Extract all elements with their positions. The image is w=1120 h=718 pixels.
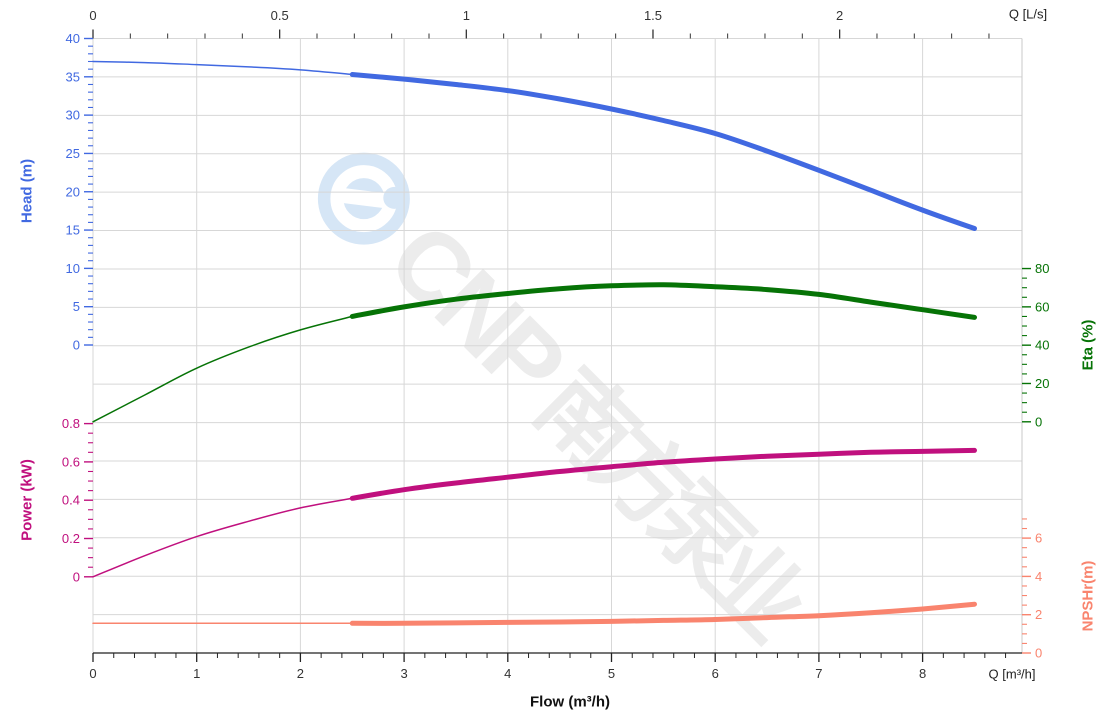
- bottom-axis-unit-label: Q [m³/h]: [988, 666, 1036, 682]
- eta-axis-tick-label: 0: [1035, 414, 1042, 429]
- eta-axis-tick-label: 40: [1035, 338, 1049, 353]
- series-eta-curve-thin: [92, 315, 354, 423]
- top-axis-tick-label: 0.5: [271, 8, 289, 23]
- power-axis-tick-label: 0.2: [62, 531, 80, 546]
- x-axis-tick-label: 7: [815, 666, 822, 681]
- x-axis-tick-label: 0: [89, 666, 96, 681]
- head-axis-tick-label: 25: [66, 146, 80, 161]
- eta-axis-tick-label: 20: [1035, 376, 1049, 391]
- head-axis-tick-label: 10: [66, 261, 80, 276]
- x-axis-tick-label: 5: [608, 666, 615, 681]
- npshr-axis-tick-label: 6: [1035, 531, 1042, 546]
- top-axis-tick-label: 0: [89, 8, 96, 23]
- x-axis-tick-label: 3: [400, 666, 407, 681]
- curves-layer: [92, 60, 977, 626]
- top-axis-tick-label: 1: [463, 8, 470, 23]
- eta-axis-tick-label: 80: [1035, 261, 1049, 276]
- head-axis-tick-label: 40: [66, 31, 80, 46]
- series-head-curve-thin: [92, 60, 354, 76]
- series-power-curve-thick: [349, 447, 977, 501]
- x-axis-tick-label: 4: [504, 666, 511, 681]
- top-axis-tick-label: 2: [836, 8, 843, 23]
- power-axis-tick-label: 0.4: [62, 493, 80, 508]
- power-axis-tick-label: 0.8: [62, 416, 80, 431]
- eta-axis-title: Eta (%): [1079, 319, 1097, 371]
- top-axis-tick-label: 1.5: [644, 8, 662, 23]
- series-power-curve-thin: [92, 497, 354, 578]
- power-axis-tick-label: 0: [73, 569, 80, 584]
- npshr-axis-tick-label: 2: [1035, 607, 1042, 622]
- head-axis-tick-label: 5: [73, 299, 80, 314]
- x-axis-tick-label: 8: [919, 666, 926, 681]
- grid-layer: [92, 38, 1023, 654]
- flow-axis-title: Flow (m³/h): [530, 693, 610, 711]
- power-axis-title: Power (kW): [18, 459, 36, 541]
- head-axis-title: Head (m): [18, 158, 36, 224]
- npshr-axis-title: NPSHr(m): [1079, 560, 1097, 632]
- series-head-curve-thick: [349, 72, 977, 231]
- eta-axis-tick-label: 60: [1035, 299, 1049, 314]
- x-axis-tick-label: 1: [193, 666, 200, 681]
- series-npshr-curve-thick: [349, 601, 977, 626]
- series-eta-curve-thick: [349, 282, 977, 320]
- head-axis-tick-label: 35: [66, 69, 80, 84]
- head-axis-tick-label: 15: [66, 223, 80, 238]
- head-axis-tick-label: 20: [66, 184, 80, 199]
- npshr-axis-tick-label: 0: [1035, 646, 1042, 661]
- head-axis-tick-label: 30: [66, 108, 80, 123]
- power-axis-tick-label: 0.6: [62, 454, 80, 469]
- x-axis-tick-label: 2: [297, 666, 304, 681]
- x-axis-tick-label: 6: [712, 666, 719, 681]
- npshr-axis-tick-label: 4: [1035, 569, 1042, 584]
- top-axis-unit-label: Q [L/s]: [1008, 6, 1048, 22]
- axes-layer: 0 1 2 3 4 5 6 7 80 0.5 1 1.5 20510152025303540020406…: [62, 8, 1050, 681]
- head-axis-tick-label: 0: [73, 338, 80, 353]
